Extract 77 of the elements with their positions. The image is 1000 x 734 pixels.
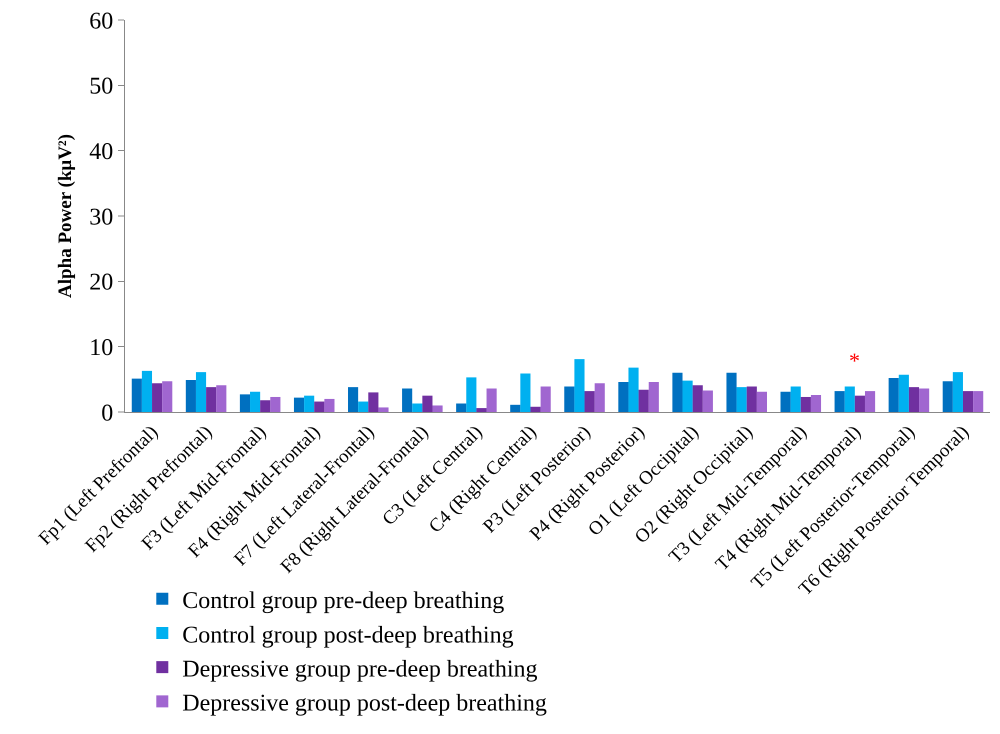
bar [702, 390, 713, 412]
bar [270, 396, 280, 412]
bar [476, 408, 487, 412]
bar [682, 380, 693, 412]
bar [973, 391, 984, 412]
bar [800, 396, 811, 412]
y-tick-label: 40 [89, 139, 114, 166]
bar [486, 388, 497, 412]
y-tick-label: 60 [89, 8, 114, 34]
bar [962, 391, 974, 412]
bar [638, 390, 649, 412]
bar [304, 396, 314, 412]
bar [919, 388, 930, 412]
bar [132, 378, 142, 412]
legend-label: Depressive group pre-deep breathing [182, 656, 538, 682]
bar [466, 377, 476, 412]
bar [574, 359, 585, 412]
y-tick-label: 0 [101, 400, 114, 426]
legend-label: Control group post-deep breathing [182, 622, 514, 648]
bar [854, 396, 865, 412]
bar [942, 381, 953, 412]
bar [260, 400, 270, 412]
legend-label: Control group pre-deep breathing [182, 588, 504, 614]
bar [216, 385, 226, 412]
bar [584, 391, 595, 412]
bar [888, 378, 899, 412]
bar [628, 368, 639, 412]
bar [648, 382, 659, 412]
bar [432, 405, 443, 412]
bar [142, 370, 152, 412]
bar [324, 398, 334, 412]
annotation: * [849, 348, 860, 373]
bar [692, 385, 703, 412]
bar [152, 383, 162, 412]
y-tick-label: 50 [89, 74, 114, 100]
bar [240, 394, 250, 412]
bar [834, 391, 845, 412]
legend-label: Depressive group post-deep breathing [182, 690, 547, 717]
bar [294, 398, 304, 412]
bar [314, 402, 324, 412]
bar [952, 372, 963, 412]
bar [186, 380, 196, 412]
y-tick-label: 30 [89, 204, 114, 230]
bar [196, 372, 206, 412]
bar [844, 386, 855, 412]
bar [540, 386, 551, 412]
bar [348, 387, 358, 412]
bar [746, 386, 757, 412]
y-axis-title: Alpha Power (kμV²) [55, 134, 76, 298]
bar [412, 404, 422, 412]
bar [864, 391, 876, 412]
bar [368, 392, 378, 412]
bar [810, 395, 822, 412]
bar [520, 373, 530, 412]
bar [756, 392, 767, 412]
bar [898, 374, 909, 412]
bar [402, 388, 412, 412]
bar [908, 387, 920, 412]
bar [530, 406, 541, 412]
bar [510, 404, 520, 412]
bar [564, 386, 574, 412]
bar [206, 387, 216, 412]
bar [594, 383, 605, 412]
bar [456, 404, 466, 412]
bar [736, 387, 747, 412]
y-tick-label: 10 [89, 335, 114, 362]
bar [358, 402, 368, 412]
bar [250, 392, 260, 412]
bar [378, 407, 389, 412]
y-tick-label: 20 [89, 270, 114, 296]
bar [790, 386, 801, 412]
bar [726, 372, 737, 412]
bar [672, 372, 683, 412]
bar [780, 392, 791, 412]
bar [422, 396, 432, 412]
bar [618, 382, 628, 412]
bar [162, 381, 172, 412]
